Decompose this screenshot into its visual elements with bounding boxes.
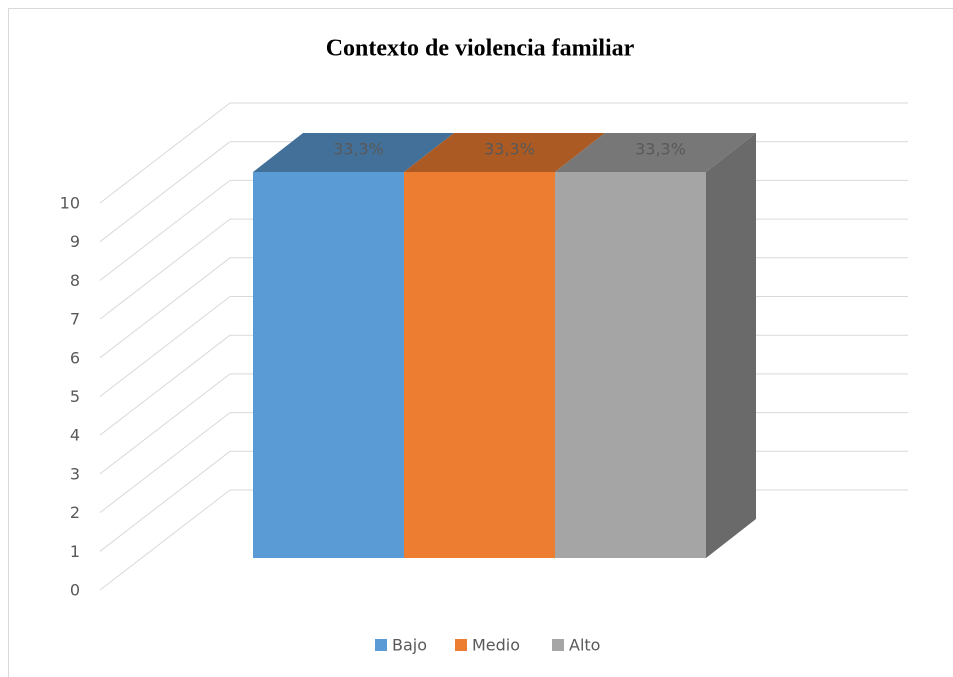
bar	[253, 172, 404, 558]
y-tick-label: 4	[70, 426, 80, 445]
grid-line	[99, 218, 231, 320]
grid-line	[99, 334, 231, 436]
grid-line	[99, 296, 231, 397]
bar	[404, 172, 555, 558]
y-tick-label: 0	[70, 581, 80, 600]
grid-line	[99, 141, 231, 243]
y-tick-label: 7	[70, 310, 80, 329]
y-tick-label: 9	[70, 232, 80, 251]
y-tick-label: 6	[70, 348, 80, 367]
data-label: 33,3%	[484, 140, 535, 159]
legend-label: Bajo	[392, 636, 427, 655]
legend-swatch	[375, 639, 387, 651]
data-label: 33,3%	[333, 140, 384, 159]
grid-line	[99, 180, 231, 281]
y-tick-label: 8	[70, 271, 80, 290]
y-tick-label: 2	[70, 503, 80, 522]
grid-line	[99, 373, 231, 475]
legend-swatch	[552, 639, 564, 651]
bar-top	[404, 133, 605, 172]
data-label: 33,3%	[635, 140, 686, 159]
grid-line	[99, 412, 231, 513]
y-tick-label: 10	[60, 194, 80, 213]
bar	[555, 172, 706, 558]
chart-title: Contexto de violencia familiar	[326, 36, 635, 62]
legend-swatch	[455, 639, 467, 651]
y-tick-label: 1	[70, 542, 80, 561]
legend-label: Alto	[569, 636, 600, 655]
grid-line	[99, 450, 231, 552]
grid-line	[99, 489, 231, 591]
bar-side	[706, 133, 756, 558]
bar-top	[253, 133, 454, 172]
y-tick-label: 5	[70, 387, 80, 406]
y-tick-label: 3	[70, 464, 80, 483]
legend-label: Medio	[472, 636, 520, 655]
grid-line	[99, 257, 231, 359]
bar-top	[555, 133, 756, 172]
grid-line	[99, 102, 231, 204]
